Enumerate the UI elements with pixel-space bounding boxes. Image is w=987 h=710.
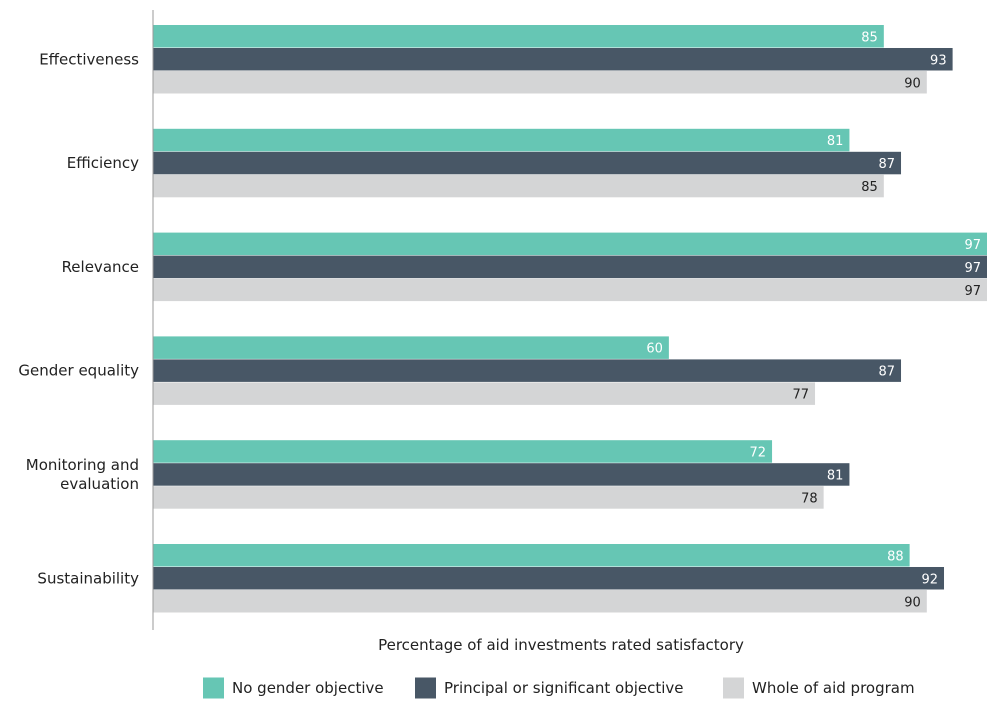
- legend-swatch-0: [203, 677, 224, 699]
- data-label-3-0: 60: [646, 342, 663, 357]
- legend-swatch-2: [723, 677, 744, 699]
- bar-1-0: [153, 128, 850, 152]
- bar-4-0: [153, 440, 773, 463]
- data-label-0-2: 90: [904, 76, 921, 91]
- data-label-5-1: 92: [921, 572, 938, 587]
- legend-label-2: Whole of aid program: [752, 679, 915, 697]
- bar-4-2: [153, 486, 824, 509]
- bar-2-2: [153, 278, 987, 302]
- category-label-5: Sustainability: [37, 569, 139, 587]
- legend-label-1: Principal or significant objective: [444, 679, 684, 697]
- data-label-5-0: 88: [887, 549, 904, 564]
- data-label-4-2: 78: [801, 491, 818, 506]
- bar-3-1: [153, 359, 902, 382]
- bar-0-1: [153, 48, 953, 71]
- bar-3-0: [153, 336, 669, 359]
- data-label-4-1: 81: [827, 468, 844, 483]
- category-label-4-line-0: Monitoring and: [26, 456, 139, 474]
- data-label-4-0: 72: [750, 445, 767, 460]
- data-label-2-2: 97: [964, 284, 981, 299]
- bar-5-1: [153, 567, 945, 590]
- legend: No gender objective Principal or signific…: [203, 677, 915, 699]
- category-labels: Effectiveness Efficiency Relevance Gender e…: [18, 50, 139, 587]
- data-label-2-0: 97: [964, 238, 981, 253]
- data-label-1-1: 87: [878, 157, 895, 172]
- data-label-3-1: 87: [878, 365, 895, 380]
- bar-2-0: [153, 232, 987, 256]
- bar-0-2: [153, 71, 927, 94]
- data-label-0-1: 93: [930, 53, 947, 68]
- category-label-0: Effectiveness: [39, 50, 139, 68]
- bar-3-2: [153, 382, 816, 405]
- bar-1-2: [153, 174, 884, 198]
- bar-1-1: [153, 151, 902, 175]
- bar-0-0: [153, 25, 884, 48]
- data-label-2-1: 97: [964, 261, 981, 276]
- category-label-4-line-1: evaluation: [60, 475, 139, 493]
- data-label-1-2: 85: [861, 180, 878, 195]
- data-label-5-2: 90: [904, 595, 921, 610]
- bar-5-2: [153, 590, 927, 613]
- data-label-0-0: 85: [861, 30, 878, 45]
- bar-2-1: [153, 255, 987, 279]
- bar-4-1: [153, 463, 850, 486]
- category-label-3: Gender equality: [18, 362, 139, 380]
- legend-label-0: No gender objective: [232, 679, 384, 697]
- data-label-1-0: 81: [827, 134, 844, 149]
- bar-5-0: [153, 544, 910, 567]
- data-label-3-2: 77: [792, 388, 809, 403]
- category-label-2: Relevance: [62, 258, 139, 276]
- legend-swatch-1: [415, 677, 436, 699]
- category-label-1: Efficiency: [67, 154, 139, 172]
- x-axis-label: Percentage of aid investments rated sati…: [378, 636, 744, 654]
